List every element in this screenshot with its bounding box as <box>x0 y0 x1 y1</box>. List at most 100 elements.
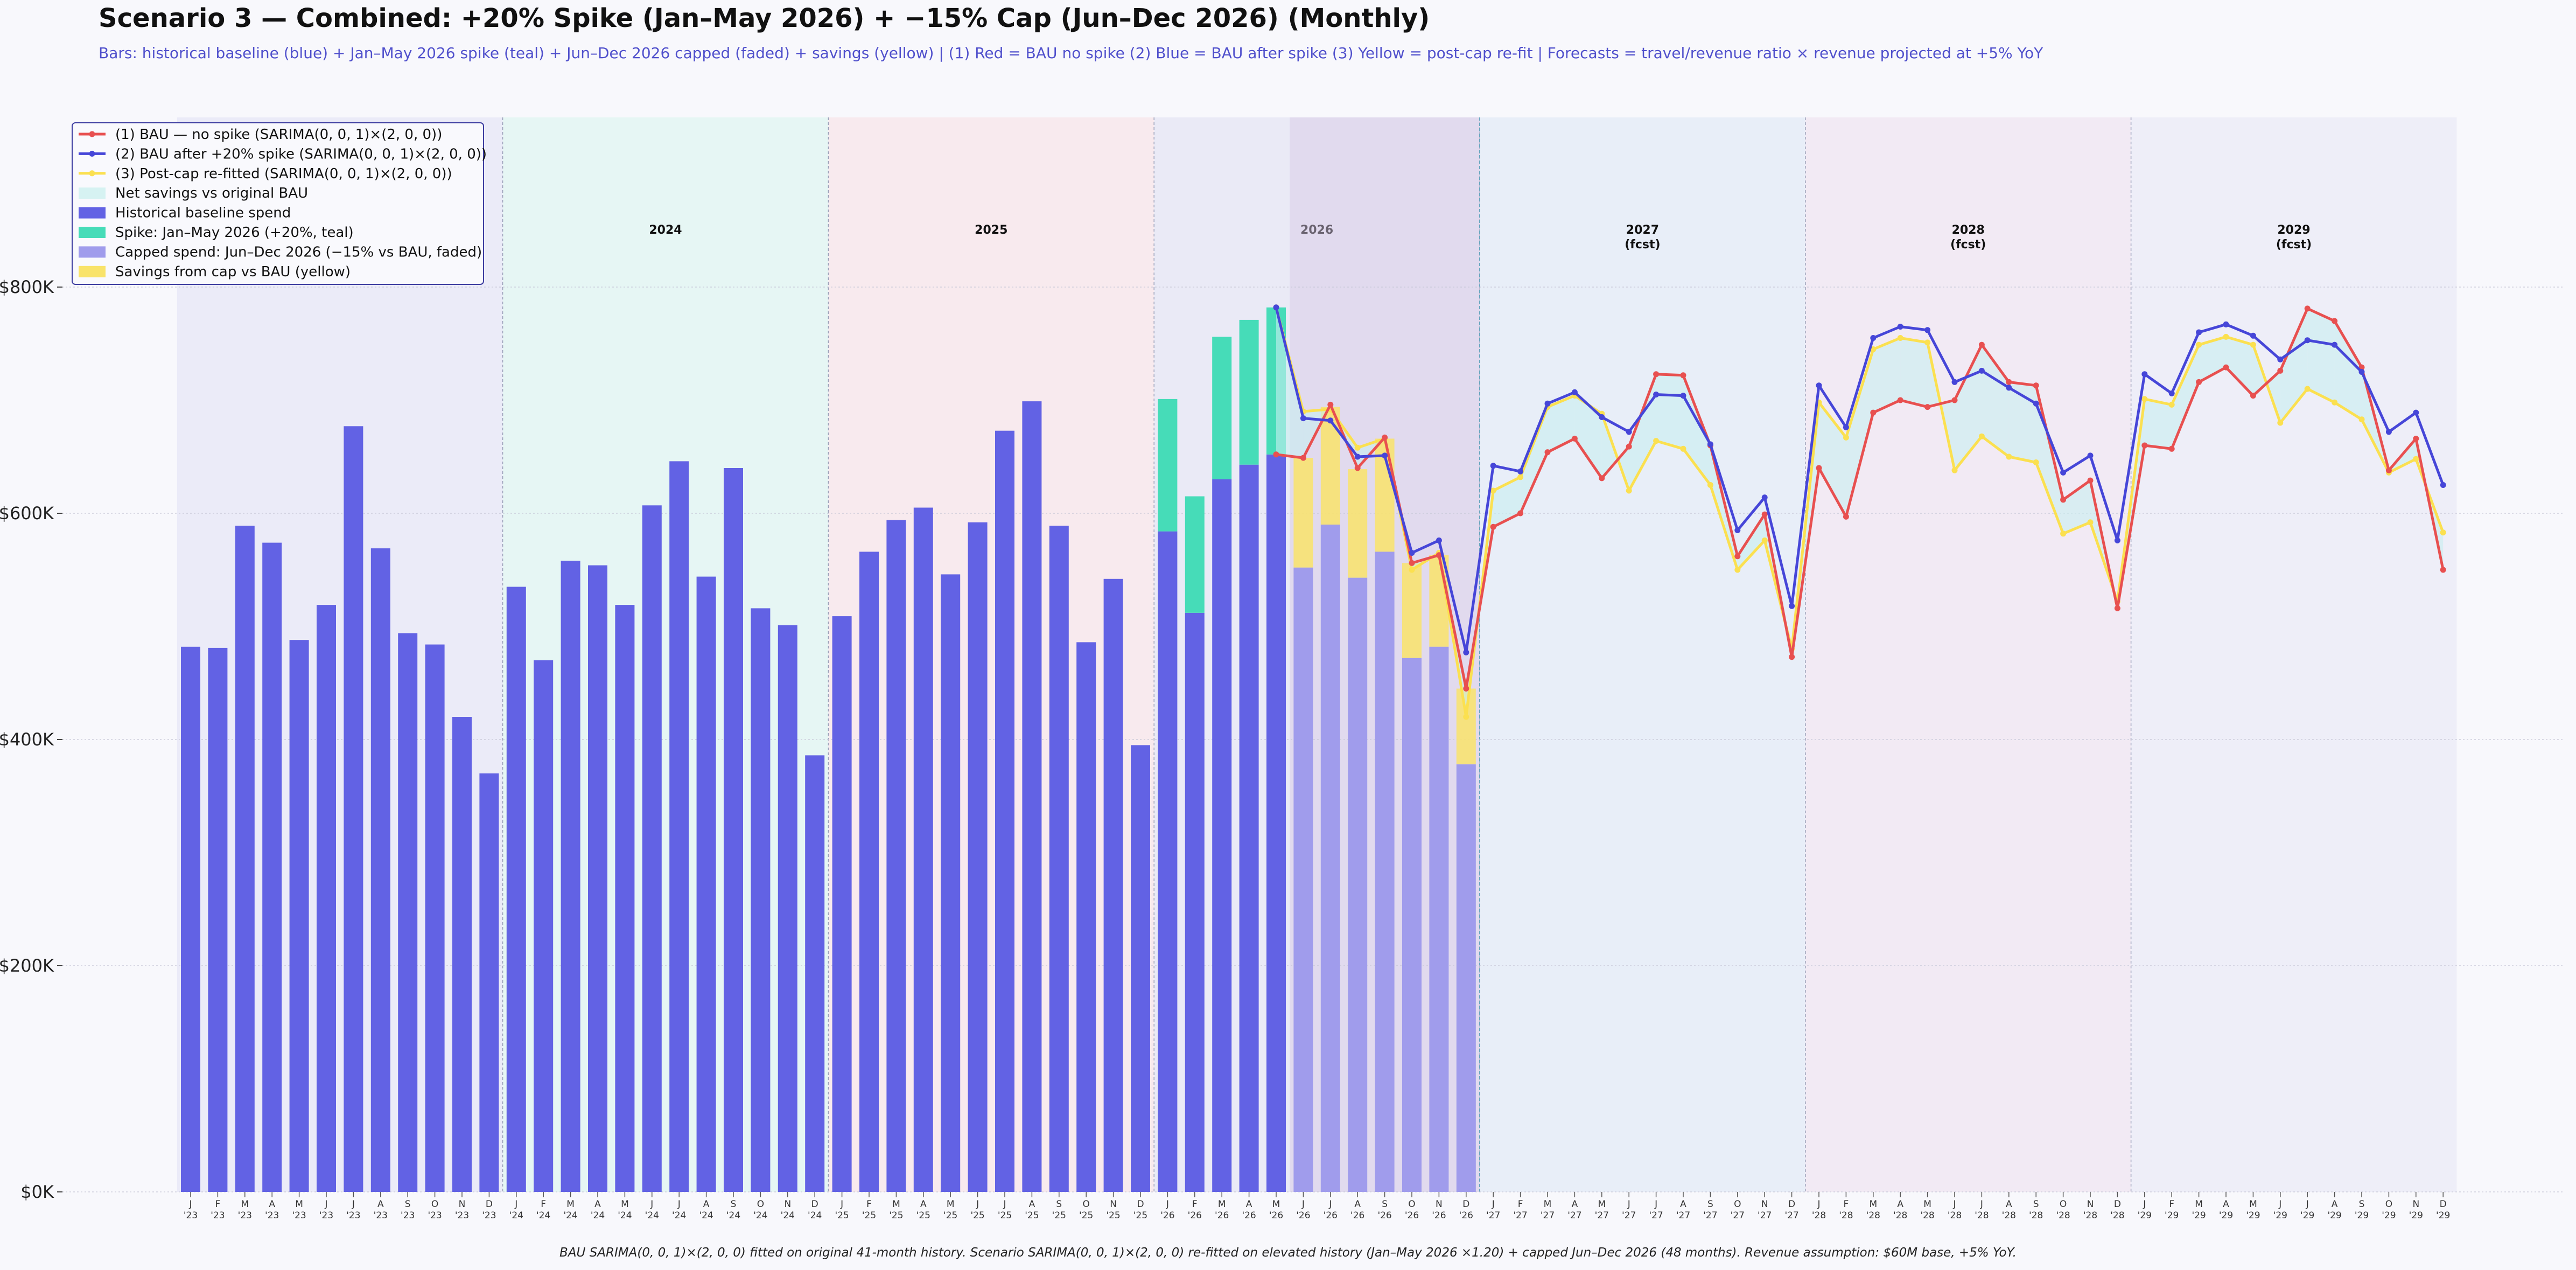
x-tick-month: D <box>2440 1199 2447 1210</box>
post-cap-line-point <box>1734 567 1741 573</box>
x-tick-month: F <box>2169 1199 2174 1210</box>
x-tick-year: '27 <box>1649 1210 1663 1221</box>
bau-no-spike-line-point <box>1626 443 1632 450</box>
baseline-bar <box>832 616 852 1192</box>
legend-patch-swatch <box>79 187 106 199</box>
x-tick-month: J <box>1654 1199 1657 1210</box>
x-tick-month: J <box>1328 1199 1332 1210</box>
x-tick-year: '28 <box>1893 1210 1907 1221</box>
x-tick-month: J <box>324 1199 327 1210</box>
bau-after-spike-line-point <box>1951 379 1958 385</box>
bau-no-spike-line-point <box>2168 445 2175 452</box>
x-tick-year: '24 <box>509 1210 523 1221</box>
year-sublabel: (fcst) <box>1950 238 1986 252</box>
bau-after-spike-line-point <box>1843 424 1849 430</box>
year-band-2028 <box>1805 117 2131 1192</box>
x-tick-year: '24 <box>699 1210 713 1221</box>
x-tick-year: '25 <box>1079 1210 1093 1221</box>
y-tick-label: $600K <box>0 503 54 524</box>
baseline-bar <box>479 773 499 1192</box>
post-cap-line-point <box>2196 341 2202 348</box>
bau-after-spike-line-point <box>1789 603 1795 609</box>
x-tick-year: '29 <box>2382 1210 2396 1221</box>
baseline-bar <box>1076 642 1096 1192</box>
x-tick-month: N <box>1110 1199 1117 1210</box>
bau-no-spike-line-point <box>1816 465 1822 471</box>
x-tick-year: '25 <box>943 1210 957 1221</box>
x-tick-month: A <box>377 1199 384 1210</box>
axes: $0K$200K$400K$600K$800KJ'23F'23M'23A'23M… <box>0 277 2450 1221</box>
x-tick-year: '26 <box>1459 1210 1473 1221</box>
x-tick-month: M <box>241 1199 249 1210</box>
post-cap-line-point <box>1761 537 1768 543</box>
x-tick-month: N <box>784 1199 791 1210</box>
bau-no-spike-line-point <box>1273 451 1279 458</box>
bau-no-spike-line-point <box>2277 367 2284 374</box>
x-tick-year: '26 <box>1432 1210 1446 1221</box>
post-cap-line-point <box>2006 453 2012 460</box>
legend-marker <box>89 131 95 137</box>
x-tick-year: '24 <box>591 1210 605 1221</box>
post-cap-line-point <box>2304 386 2311 392</box>
x-tick-month: M <box>1218 1199 1226 1210</box>
spike-bar <box>1212 337 1232 479</box>
x-tick-year: '24 <box>672 1210 686 1221</box>
x-tick-month: S <box>731 1199 737 1210</box>
x-tick-month: J <box>514 1199 517 1210</box>
bau-after-spike-line-point <box>2006 385 2012 391</box>
post-cap-line-point <box>1463 714 1469 720</box>
net-savings-fill <box>1548 395 1575 452</box>
baseline-bar <box>588 565 607 1192</box>
baseline-bar <box>1212 479 1232 1192</box>
baseline-bar <box>181 646 200 1192</box>
x-tick-month: D <box>1462 1199 1469 1210</box>
x-tick-year: '25 <box>916 1210 930 1221</box>
x-tick-year: '26 <box>1377 1210 1391 1221</box>
x-tick-year: '29 <box>2355 1210 2369 1221</box>
legend-marker <box>89 150 95 157</box>
bau-no-spike-line-point <box>1599 475 1605 482</box>
baseline-bar <box>370 548 390 1192</box>
x-tick-year: '25 <box>862 1210 876 1221</box>
x-tick-month: M <box>566 1199 575 1210</box>
savings-bar <box>1402 563 1422 658</box>
bau-after-spike-line-point <box>1680 393 1686 399</box>
bau-no-spike-line-point <box>1354 465 1361 471</box>
x-tick-month: A <box>1572 1199 1578 1210</box>
bau-no-spike-line-point <box>2141 442 2148 449</box>
x-tick-month: S <box>2359 1199 2365 1210</box>
x-tick-month: M <box>2249 1199 2257 1210</box>
x-tick-month: J <box>650 1199 653 1210</box>
bau-after-spike-line-point <box>2223 321 2229 327</box>
net-savings-fill <box>1900 338 1928 407</box>
x-tick-month: S <box>1056 1199 1062 1210</box>
x-tick-year: '29 <box>2300 1210 2314 1221</box>
bau-no-spike-line-point <box>2087 477 2094 484</box>
year-label: 2024 <box>649 224 682 237</box>
x-tick-month: F <box>1192 1199 1198 1210</box>
x-tick-year: '23 <box>346 1210 360 1221</box>
year-sublabel: (fcst) <box>1625 238 1660 252</box>
legend-patch-swatch <box>79 266 106 277</box>
x-tick-year: '23 <box>238 1210 252 1221</box>
legend-patch-swatch <box>79 207 106 219</box>
capped-bar <box>1429 646 1449 1192</box>
x-tick-year: '24 <box>645 1210 659 1221</box>
x-tick-year: '23 <box>211 1210 225 1221</box>
post-cap-line-point <box>1517 474 1524 480</box>
x-tick-year: '26 <box>1296 1210 1310 1221</box>
x-tick-year: '29 <box>2436 1210 2450 1221</box>
x-tick-month: M <box>295 1199 303 1210</box>
x-tick-month: A <box>1246 1199 1252 1210</box>
x-tick-month: S <box>405 1199 411 1210</box>
x-tick-month: M <box>1598 1199 1606 1210</box>
x-tick-year: '23 <box>319 1210 333 1221</box>
x-tick-month: J <box>1817 1199 1820 1210</box>
bau-after-spike-line-point <box>1436 537 1442 543</box>
baseline-bar <box>262 542 282 1192</box>
baseline-bar <box>642 505 662 1192</box>
x-tick-month: N <box>2412 1199 2419 1210</box>
bau-after-spike-line-point <box>1734 527 1741 533</box>
x-tick-month: D <box>486 1199 493 1210</box>
x-tick-year: '27 <box>1622 1210 1636 1221</box>
